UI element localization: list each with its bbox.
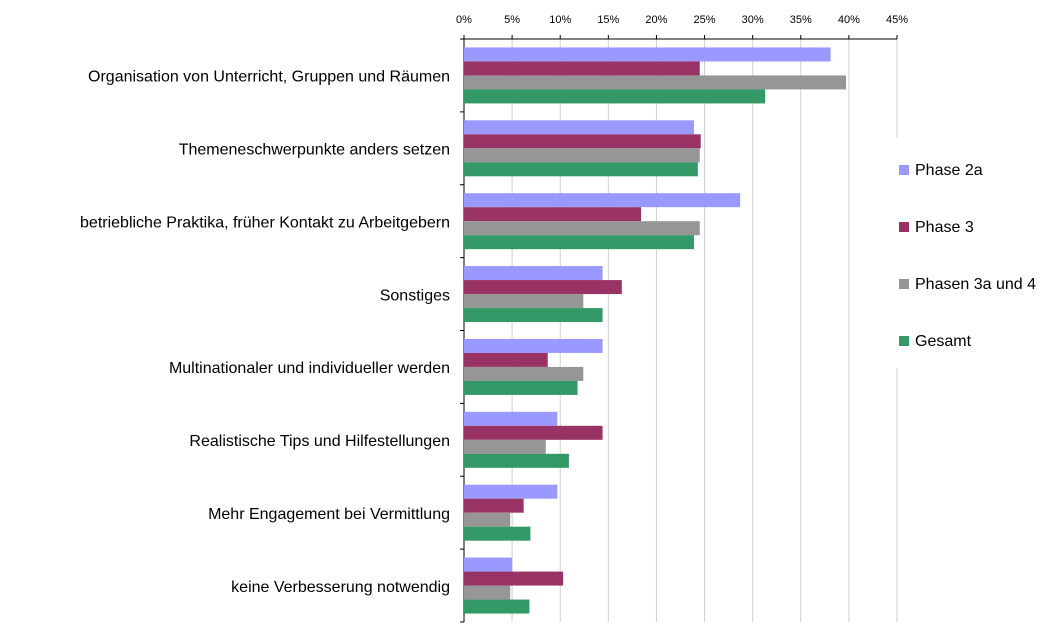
bar — [464, 411, 558, 426]
bar — [464, 47, 831, 62]
bar — [464, 571, 564, 586]
bar — [464, 221, 700, 236]
x-tick-label: 15% — [597, 14, 619, 26]
x-tick-label: 20% — [645, 14, 667, 26]
bar — [464, 453, 569, 468]
bar — [464, 599, 530, 614]
bar — [464, 439, 546, 454]
legend-label: Phase 3 — [915, 219, 974, 236]
bar — [464, 338, 603, 353]
bar — [464, 89, 766, 104]
x-tick-label: 10% — [549, 14, 571, 26]
x-tick-label: 45% — [886, 14, 908, 26]
x-tick-label: 25% — [694, 14, 716, 26]
bar — [464, 207, 642, 222]
bar — [464, 120, 694, 135]
legend-swatch — [899, 222, 909, 232]
bar — [464, 526, 531, 541]
y-tick-label: Mehr Engagement bei Vermittlung — [208, 506, 450, 523]
bar — [464, 148, 700, 163]
bar — [464, 280, 622, 295]
x-tick-label: 40% — [838, 14, 860, 26]
legend-swatch — [899, 279, 909, 289]
y-tick-label: Sonstiges — [380, 287, 450, 304]
bar — [464, 193, 741, 208]
bar — [464, 235, 694, 250]
x-tick-label: 30% — [742, 14, 764, 26]
bar — [464, 61, 700, 76]
bar — [464, 366, 584, 381]
bar — [464, 266, 603, 281]
bar — [464, 352, 548, 367]
y-tick-label: betriebliche Praktika, früher Kontakt zu… — [80, 214, 450, 231]
legend-label: Phase 2a — [915, 162, 983, 179]
legend-label: Phasen 3a und 4 — [915, 276, 1036, 293]
bar — [464, 134, 701, 149]
x-tick-label: 0% — [456, 14, 472, 26]
bar — [464, 75, 847, 90]
bar — [464, 162, 698, 177]
bar — [464, 380, 578, 395]
bar — [464, 425, 603, 440]
y-tick-label: keine Verbesserung notwendig — [231, 579, 450, 596]
bar — [464, 557, 513, 572]
bar — [464, 512, 511, 527]
legend-swatch — [899, 336, 909, 346]
bar — [464, 308, 603, 323]
x-tick-label: 35% — [790, 14, 812, 26]
bar — [464, 294, 584, 309]
bar — [464, 498, 524, 513]
bar — [464, 484, 558, 499]
legend-box — [890, 138, 1061, 368]
legend-swatch — [899, 165, 909, 175]
bar — [464, 585, 511, 600]
legend-label: Gesamt — [915, 333, 972, 350]
y-tick-label: Multinationaler und individueller werden — [169, 360, 450, 377]
y-tick-label: Organisation von Unterricht, Gruppen und… — [88, 69, 450, 86]
x-tick-label: 5% — [504, 14, 520, 26]
y-tick-label: Realistische Tips und Hilfestellungen — [189, 433, 450, 450]
y-tick-label: Themeneschwerpunkte anders setzen — [179, 142, 450, 159]
